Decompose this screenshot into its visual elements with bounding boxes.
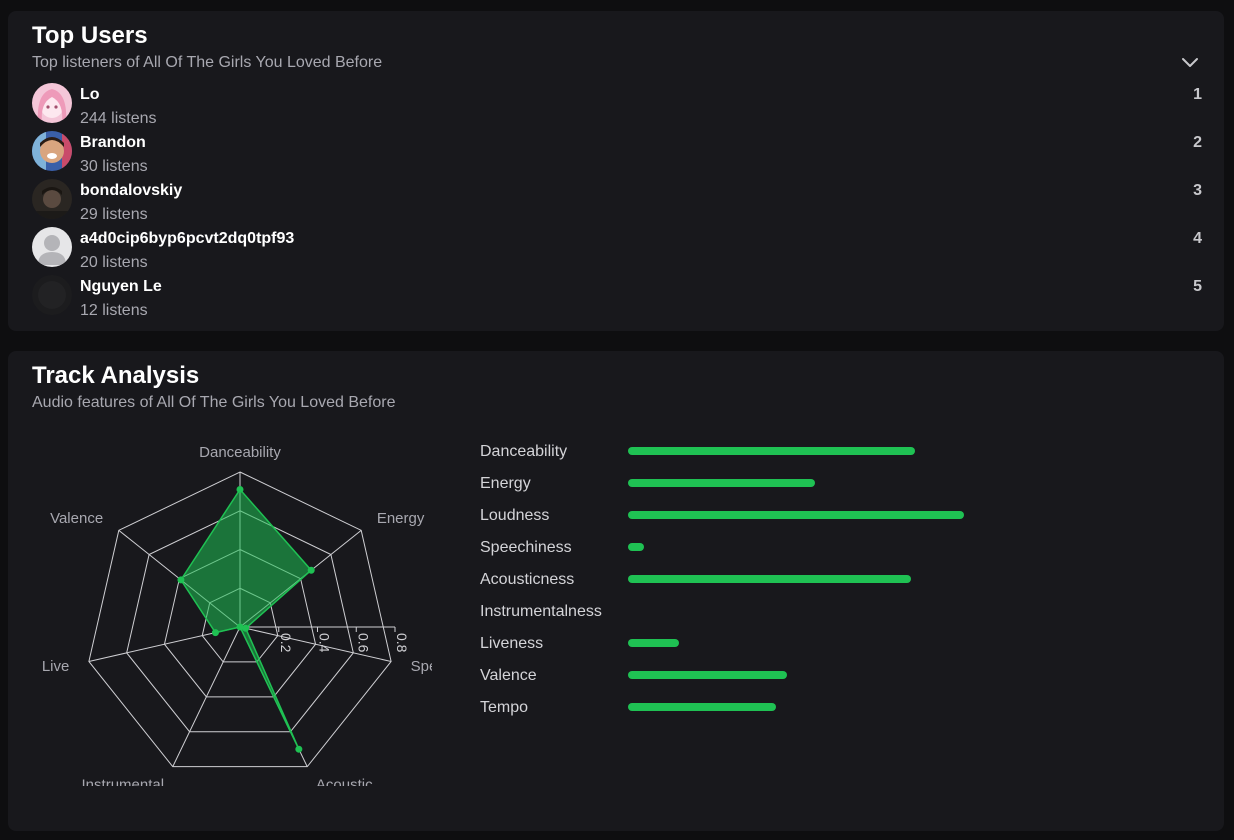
radar-point bbox=[211, 629, 219, 637]
feature-label: Tempo bbox=[480, 699, 529, 716]
user-rank: 1 bbox=[1193, 86, 1202, 103]
radar-tick-label: 0.6 bbox=[355, 633, 371, 653]
avatar[interactable] bbox=[32, 83, 72, 123]
radar-axis-label: Speec bbox=[411, 658, 432, 675]
user-name[interactable]: Brandon bbox=[80, 134, 146, 151]
avatar[interactable] bbox=[32, 227, 72, 267]
radar-chart: 0.2 0.4 0.6 0.8 Danceability Energy Speec Acou… bbox=[42, 444, 432, 786]
user-row[interactable]: Nguyen Le 12 listens 5 bbox=[32, 275, 1202, 323]
user-rank: 5 bbox=[1193, 278, 1202, 295]
feature-row: Speechiness bbox=[480, 535, 1180, 567]
feature-bar bbox=[628, 575, 911, 583]
user-listens: 12 listens bbox=[80, 302, 148, 319]
feature-label: Energy bbox=[480, 475, 531, 492]
feature-bar bbox=[628, 511, 964, 519]
radar-axis-label: Energy bbox=[377, 510, 425, 527]
feature-row: Valence bbox=[480, 663, 1180, 695]
radar-point bbox=[236, 623, 244, 631]
user-listens: 244 listens bbox=[80, 110, 157, 127]
feature-bar-track bbox=[628, 479, 1128, 487]
radar-series-area bbox=[180, 488, 313, 750]
feature-bar-track bbox=[628, 639, 1128, 647]
feature-bar-track bbox=[628, 607, 1128, 615]
radar-axis-line bbox=[239, 626, 392, 662]
user-name[interactable]: a4d0cip6byp6pcvt2dq0tpf93 bbox=[80, 230, 295, 247]
feature-row: Energy bbox=[480, 471, 1180, 503]
feature-label: Instrumentalness bbox=[480, 603, 602, 620]
user-name[interactable]: Nguyen Le bbox=[80, 278, 162, 295]
track-analysis-title: Track Analysis bbox=[32, 362, 200, 389]
avatar[interactable] bbox=[32, 179, 72, 219]
user-row[interactable]: a4d0cip6byp6pcvt2dq0tpf93 20 listens 4 bbox=[32, 227, 1202, 275]
top-users-subtitle: Top listeners of All Of The Girls You Lo… bbox=[32, 54, 383, 71]
radar-axis-label: Danceability bbox=[199, 444, 281, 461]
feature-row: Tempo bbox=[480, 695, 1180, 727]
avatar[interactable] bbox=[32, 131, 72, 171]
feature-row: Danceability bbox=[480, 439, 1180, 471]
radar-axis-label: Live bbox=[42, 658, 70, 675]
feature-row: Instrumentalness bbox=[480, 599, 1180, 631]
feature-bar-track bbox=[628, 543, 1128, 551]
radar-axis-label: Instrumental bbox=[82, 777, 165, 786]
feature-row: Liveness bbox=[480, 631, 1180, 663]
user-name[interactable]: Lo bbox=[80, 86, 100, 103]
feature-row: Loudness bbox=[480, 503, 1180, 535]
chevron-down-icon[interactable] bbox=[1180, 55, 1200, 71]
feature-bar-track bbox=[628, 447, 1128, 455]
radar-axis-label: Acoustic bbox=[316, 777, 373, 786]
avatar[interactable] bbox=[32, 275, 72, 315]
feature-bars: Danceability Energy Loudness Speechiness Aco… bbox=[480, 439, 1180, 727]
radar-tick-label: 0.8 bbox=[394, 633, 410, 653]
radar-grid-ring bbox=[88, 471, 392, 768]
feature-label: Acousticness bbox=[480, 571, 575, 588]
user-rank: 2 bbox=[1193, 134, 1202, 151]
radar-point bbox=[236, 485, 244, 493]
radar-axis-label: Valence bbox=[50, 510, 103, 527]
feature-label: Speechiness bbox=[480, 539, 572, 556]
track-analysis-card: Track Analysis Audio features of All Of … bbox=[8, 351, 1224, 831]
feature-bar-track bbox=[628, 511, 1128, 519]
user-row[interactable]: Brandon 30 listens 2 bbox=[32, 131, 1202, 179]
feature-bar-track bbox=[628, 671, 1128, 679]
user-name[interactable]: bondalovskiy bbox=[80, 182, 183, 199]
feature-label: Liveness bbox=[480, 635, 544, 652]
user-listens: 20 listens bbox=[80, 254, 148, 271]
top-users-card: Top Users Top listeners of All Of The Gi… bbox=[8, 11, 1224, 331]
radar-grid-ring bbox=[163, 548, 317, 698]
feature-row: Acousticness bbox=[480, 567, 1180, 599]
radar-point bbox=[242, 624, 250, 632]
user-row[interactable]: bondalovskiy 29 listens 3 bbox=[32, 179, 1202, 227]
top-users-title: Top Users bbox=[32, 22, 148, 49]
radar-grid-ring bbox=[126, 510, 354, 733]
radar-point bbox=[307, 566, 315, 574]
feature-bar bbox=[628, 447, 915, 455]
feature-bar-track bbox=[628, 575, 1128, 583]
feature-label: Loudness bbox=[480, 507, 550, 524]
user-list: Lo 244 listens 1 Brandon 30 listens 2 bbox=[32, 83, 1202, 323]
radar-point bbox=[295, 745, 303, 753]
user-listens: 30 listens bbox=[80, 158, 148, 175]
feature-bar bbox=[628, 639, 679, 647]
feature-bar-track bbox=[628, 703, 1128, 711]
feature-bar bbox=[628, 703, 776, 711]
feature-bar bbox=[628, 671, 787, 679]
feature-label: Danceability bbox=[480, 443, 568, 460]
feature-bar bbox=[628, 543, 644, 551]
radar-point bbox=[177, 576, 185, 584]
radar-tick-label: 0.4 bbox=[317, 633, 333, 653]
feature-bar bbox=[628, 479, 815, 487]
radar-axis-line bbox=[172, 626, 241, 767]
user-row[interactable]: Lo 244 listens 1 bbox=[32, 83, 1202, 131]
track-analysis-subtitle: Audio features of All Of The Girls You L… bbox=[32, 394, 396, 411]
feature-label: Valence bbox=[480, 667, 537, 684]
user-rank: 4 bbox=[1193, 230, 1202, 247]
user-listens: 29 listens bbox=[80, 206, 148, 223]
user-rank: 3 bbox=[1193, 182, 1202, 199]
radar-tick-label: 0.2 bbox=[278, 633, 294, 653]
